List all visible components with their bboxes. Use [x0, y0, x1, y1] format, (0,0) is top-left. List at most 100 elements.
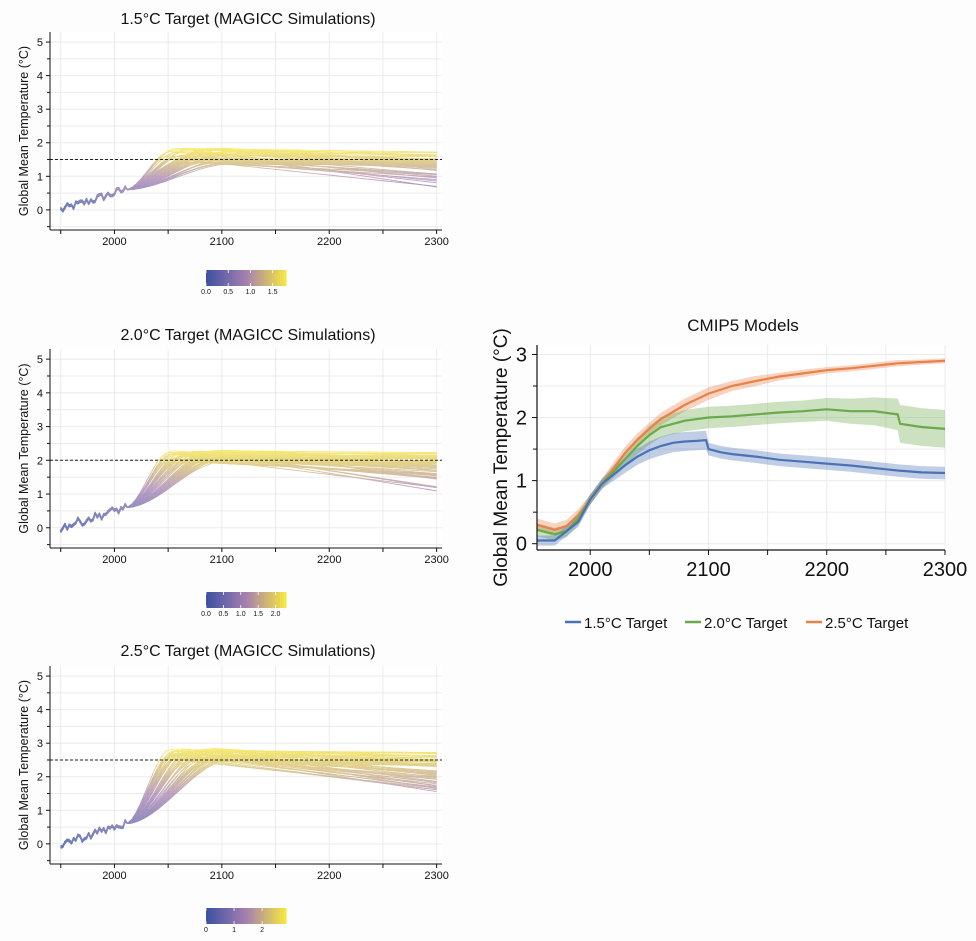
- ensemble-segment: [290, 165, 295, 167]
- ensemble-segment: [324, 174, 330, 176]
- ensemble-segment: [342, 172, 347, 174]
- ensemble-segment: [286, 164, 291, 167]
- ensemble-segment: [380, 175, 386, 178]
- ensemble-segment: [303, 166, 308, 169]
- y-axis-title: Global Mean Temperature (°C): [17, 46, 31, 216]
- ensemble-segment: [139, 177, 145, 183]
- ensemble-segment: [144, 172, 150, 178]
- ensemble-segment: [269, 168, 274, 170]
- ensemble-segment: [165, 169, 171, 173]
- ensemble-segment: [359, 177, 364, 180]
- ensemble-segment: [303, 171, 308, 174]
- ensemble-segment: [354, 174, 360, 176]
- ensemble-segment: [157, 163, 162, 168]
- plot-background: [50, 32, 442, 230]
- ensemble-segment: [299, 166, 304, 168]
- ensemble-segment: [178, 165, 184, 169]
- ensemble-segment: [427, 179, 433, 182]
- ensemble-segment: [294, 170, 300, 173]
- ensemble-segment: [406, 178, 411, 181]
- ensemble-segment: [419, 180, 424, 182]
- ensemble-segment: [148, 175, 154, 180]
- ensemble-segment: [170, 151, 175, 153]
- ensemble-segment: [324, 169, 330, 171]
- gridlines: [50, 32, 442, 230]
- ensemble-segment: [397, 180, 403, 183]
- ensemble-segment: [277, 169, 283, 171]
- ensemble-segment: [423, 168, 429, 171]
- ensemble-segment: [406, 182, 411, 184]
- panel-title: 1.5°C Target (MAGICC Simulations): [120, 11, 375, 28]
- ensemble-segment: [161, 172, 167, 176]
- ensemble-segment: [307, 167, 313, 169]
- ensemble-segment: [148, 167, 154, 174]
- ensemble-segment: [427, 185, 433, 187]
- ensemble-segment: [243, 157, 248, 160]
- ensemble-segment: [157, 174, 162, 178]
- ensemble-segment: [311, 167, 317, 170]
- ensemble-segment: [419, 178, 424, 181]
- ensemble-segment: [380, 178, 386, 180]
- ensemble-segment: [350, 173, 356, 176]
- ensemble-segment: [157, 159, 163, 164]
- ensemble-segment: [191, 167, 197, 171]
- ensemble-segment: [432, 181, 437, 184]
- ensemble-segment: [170, 169, 175, 173]
- ensemble-segment: [260, 167, 265, 169]
- ensemble-segment: [346, 172, 351, 175]
- ensemble-segment: [376, 177, 381, 180]
- ensemble-segment: [290, 164, 295, 167]
- ensemble-segment: [423, 180, 429, 183]
- ensemble-segment: [316, 173, 321, 175]
- ensemble-segment: [221, 156, 227, 158]
- ensemble-segment: [316, 168, 321, 170]
- ensemble-segment: [415, 179, 420, 182]
- ensemble-segment: [144, 171, 150, 177]
- ensemble-segment: [286, 170, 291, 172]
- ensemble-segment: [200, 165, 205, 168]
- ensemble-segment: [389, 180, 394, 183]
- ensemble-segment: [208, 163, 214, 166]
- ensemble-segment: [170, 148, 175, 151]
- ensemble-segment: [238, 156, 244, 159]
- ensemble-segment: [359, 174, 364, 177]
- ensemble-segment: [406, 182, 411, 185]
- ensemble-segment: [204, 164, 209, 167]
- ensemble-segment: [393, 180, 399, 182]
- ensemble-segment: [410, 179, 416, 181]
- ensemble-segment: [363, 178, 368, 180]
- ensemble-segment: [238, 165, 244, 167]
- ensemble-segment: [256, 166, 261, 169]
- ensemble-segment: [385, 176, 390, 178]
- ensemble-segment: [380, 171, 386, 174]
- ensemble-segment: [182, 164, 188, 168]
- ensemble-segment: [363, 163, 368, 165]
- ensemble-segment: [174, 167, 180, 171]
- ensemble-segment: [170, 166, 175, 171]
- ensemble-segment: [397, 181, 403, 184]
- ensemble-segment: [320, 168, 325, 171]
- ensemble-segment: [303, 157, 308, 159]
- ensemble-segment: [372, 176, 377, 179]
- ensemble-segment: [415, 183, 420, 186]
- ensemble-segment: [247, 165, 252, 168]
- ensemble-segment: [183, 170, 188, 174]
- ensemble-segment: [152, 171, 158, 177]
- ensemble-segment: [393, 173, 399, 175]
- ensemble-segment: [329, 169, 334, 172]
- magicc-panel-1: 1.5°C Target (MAGICC Simulations) Global …: [17, 11, 449, 296]
- ensemble-segment: [307, 172, 313, 174]
- ensemble-segment: [393, 177, 399, 179]
- ensemble-segment: [367, 176, 373, 178]
- ensemble-segment: [402, 178, 407, 180]
- ensemble-segment: [372, 174, 377, 177]
- ensemble-segment: [294, 165, 300, 168]
- ensemble-segment: [402, 181, 407, 183]
- ensemble-segment: [397, 177, 403, 180]
- ensemble-segment: [221, 151, 227, 153]
- ensemble-segment: [157, 168, 162, 173]
- ensemble-segment: [419, 184, 424, 186]
- ensemble-segment: [389, 176, 394, 179]
- ensemble-segment: [385, 178, 390, 181]
